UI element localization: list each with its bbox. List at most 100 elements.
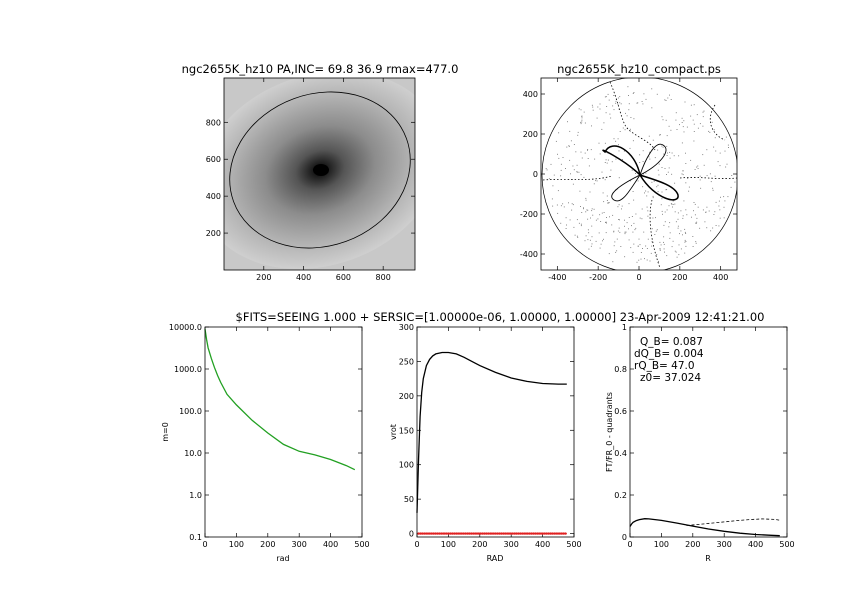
scatter-point [663, 236, 665, 238]
scatter-point [667, 97, 669, 99]
scatter-point [690, 159, 692, 161]
scatter-point [583, 176, 585, 178]
scatter-point [637, 245, 639, 247]
scatter-point [624, 129, 626, 131]
scatter-point [632, 140, 634, 142]
x-tick-label: 400 [535, 540, 550, 549]
scatter-point [633, 243, 635, 245]
scatter-point [583, 111, 585, 113]
scatter-point [628, 217, 630, 218]
scatter-point [706, 227, 708, 229]
scatter-point [619, 102, 621, 104]
vrot-zero-marker [430, 532, 433, 535]
scatter-point [709, 131, 711, 133]
scatter-point [657, 149, 659, 151]
y-tick-label: 1 [622, 323, 627, 332]
scatter-point [672, 200, 674, 202]
scatter-point [631, 169, 633, 171]
y-tick-label: -200 [520, 210, 538, 219]
scatter-point [654, 157, 656, 159]
scatter-point [631, 216, 633, 217]
scatter-point [695, 241, 697, 243]
scatter-point [713, 146, 715, 148]
scatter-point [581, 119, 583, 121]
series-line-0 [629, 518, 780, 537]
scatter-point [620, 246, 622, 247]
scatter-point [708, 130, 710, 132]
scatter-point [711, 121, 713, 123]
scatter-point [581, 157, 583, 159]
scatter-point [684, 231, 686, 233]
vrot-zero-marker [424, 532, 428, 535]
scatter-point [605, 232, 607, 234]
scatter-point [603, 212, 605, 213]
series-line-1 [686, 518, 780, 526]
scatter-point [724, 150, 726, 152]
vrot-zero-marker [530, 532, 533, 535]
scatter-point [621, 205, 623, 207]
scatter-point [669, 94, 670, 96]
scatter-point [635, 227, 637, 229]
dotted-contour-left [542, 175, 613, 181]
scatter-point [682, 215, 684, 217]
scatter-point [588, 248, 590, 250]
x-tick-label: 200 [672, 273, 687, 282]
y-tick-label: 0.2 [614, 491, 627, 500]
vrot-zero-marker [505, 532, 509, 535]
scatter-point [723, 206, 725, 208]
scatter-point [674, 250, 676, 252]
scatter-point [667, 152, 668, 154]
y-tick-label: 100.0 [179, 407, 202, 416]
scatter-point [692, 246, 694, 247]
scatter-point [661, 167, 663, 168]
scatter-point [646, 195, 648, 197]
scatter-point [649, 151, 651, 153]
scatter-point [702, 125, 704, 127]
x-tick-label: 200 [472, 540, 487, 549]
scatter-point [682, 126, 684, 128]
scatter-point [680, 248, 682, 250]
scatter-point [719, 152, 721, 154]
scatter-point [670, 99, 672, 100]
scatter-point [606, 217, 607, 218]
scatter-point [682, 170, 684, 172]
y-tick-label: 0.8 [614, 365, 627, 374]
scatter-point [605, 112, 607, 114]
scatter-point [628, 239, 630, 241]
vrot-zero-marker [532, 532, 535, 535]
scatter-point [685, 152, 686, 154]
scatter-point [727, 196, 729, 198]
scatter-point [630, 180, 632, 182]
vrot-zero-marker [447, 532, 450, 535]
scatter-point [602, 240, 603, 242]
scatter-point [576, 219, 578, 221]
y-tick-label: 0.6 [614, 407, 627, 416]
scatter-point [607, 93, 609, 95]
scatter-point [644, 258, 645, 260]
scatter-point [667, 171, 669, 173]
y-tick-label: 0 [409, 530, 414, 539]
scatter-point [606, 195, 608, 197]
x-tick-label: 400 [296, 273, 311, 282]
scatter-point [678, 254, 680, 256]
scatter-point [672, 240, 674, 242]
panel-galaxy-image-ticks: 200 400 600 800 200 400 600 800 [206, 78, 415, 282]
scatter-point [647, 210, 649, 212]
vrot-zero-marker [445, 532, 448, 535]
scatter-point [558, 157, 560, 159]
scatter-point [643, 173, 644, 175]
scatter-point [620, 103, 622, 105]
scatter-point [562, 203, 564, 205]
scatter-point [677, 218, 679, 220]
scatter-point [692, 119, 694, 121]
scatter-point [578, 171, 580, 173]
vrot-zero-marker [549, 532, 552, 535]
scatter-point [634, 229, 636, 231]
scatter-point [682, 217, 684, 219]
scatter-point [576, 164, 578, 166]
scatter-point [565, 217, 567, 219]
vrot-zero-marker [438, 532, 441, 535]
scatter-point [675, 221, 677, 223]
scatter-point [588, 165, 590, 167]
scatter-point [710, 181, 712, 183]
